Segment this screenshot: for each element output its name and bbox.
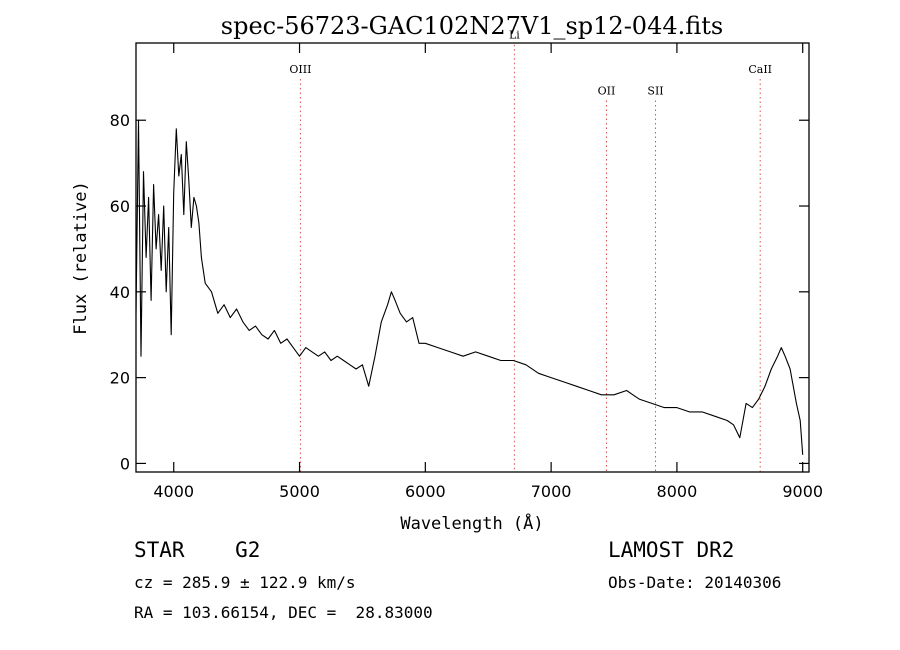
- y-axis: 0 20 40 60 80: [110, 111, 809, 473]
- y-tick-label: 0: [120, 454, 130, 473]
- x-tick-label: 8000: [657, 482, 698, 501]
- line-marker-label: OIII: [289, 63, 311, 76]
- x-tick-label: 9000: [782, 482, 823, 501]
- x-axis-label: Wavelength (Å): [400, 512, 543, 534]
- object-class: STAR G2: [134, 538, 261, 562]
- y-tick-label: 60: [110, 197, 130, 216]
- y-axis-label: Flux (relative): [71, 181, 91, 335]
- plot-frame: [135, 42, 810, 473]
- observation-date: Obs-Date: 20140306: [608, 573, 782, 592]
- marker-labels: OIII Li OII SII CaII: [289, 29, 772, 98]
- x-tick-label: 6000: [405, 482, 446, 501]
- y-tick-label: 40: [110, 283, 130, 302]
- x-tick-label: 5000: [279, 482, 320, 501]
- coordinates-ra-dec: RA = 103.66154, DEC = 28.83000: [134, 603, 433, 622]
- x-tick-label: 7000: [531, 482, 572, 501]
- line-marker-label: CaII: [748, 63, 772, 76]
- survey-name: LAMOST DR2: [608, 538, 735, 562]
- y-tick-label: 80: [110, 111, 130, 130]
- spectrum-line: [135, 119, 804, 455]
- x-axis: 4000 5000 6000 7000 8000 9000: [153, 43, 823, 501]
- y-tick-label: 20: [110, 369, 130, 388]
- line-marker-label: SII: [647, 84, 663, 97]
- chart-title: spec-56723-GAC102N27V1_sp12-044.fits: [221, 12, 723, 40]
- line-marker-label: OII: [598, 84, 616, 97]
- line-markers: [299, 44, 761, 472]
- series-layer: [135, 119, 804, 455]
- line-marker-label: Li: [509, 29, 520, 42]
- x-tick-label: 4000: [153, 482, 194, 501]
- redshift-cz: cz = 285.9 ± 122.9 km/s: [134, 573, 356, 592]
